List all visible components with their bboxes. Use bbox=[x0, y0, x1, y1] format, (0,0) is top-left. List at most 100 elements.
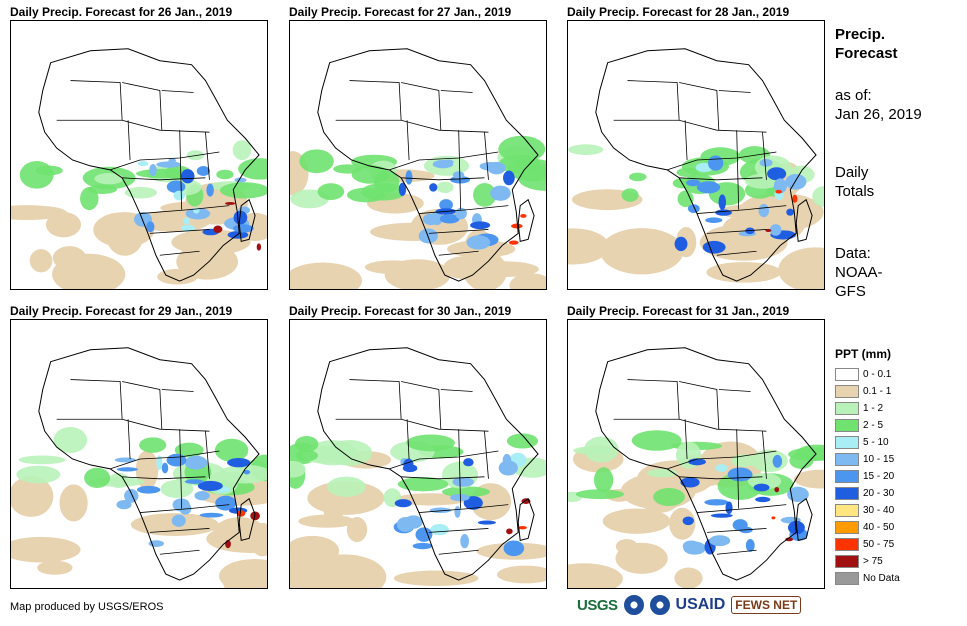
heavy-rain-patch bbox=[116, 499, 132, 510]
dry-patch bbox=[370, 222, 457, 241]
dry-patch bbox=[384, 259, 451, 289]
heavy-rain-patch bbox=[166, 180, 186, 194]
heavy-rain-patch bbox=[394, 499, 412, 508]
country-border bbox=[127, 120, 131, 160]
extreme-rain-patch bbox=[506, 528, 513, 535]
side-title-1: Precip. bbox=[835, 26, 886, 43]
precip-map bbox=[290, 48, 546, 289]
country-border bbox=[718, 90, 751, 93]
credit-text: Map produced by USGS/EROS bbox=[10, 601, 164, 613]
light-rain-patch bbox=[295, 450, 318, 462]
dry-patch bbox=[568, 228, 610, 265]
country-border bbox=[179, 429, 183, 509]
country-border bbox=[70, 80, 123, 121]
country-border bbox=[438, 250, 479, 256]
light-rain-patch bbox=[568, 144, 604, 155]
dry-patch bbox=[176, 243, 239, 280]
coastline bbox=[317, 347, 539, 581]
coastline bbox=[795, 198, 813, 242]
dry-patch bbox=[301, 554, 387, 588]
country-border bbox=[679, 381, 720, 430]
heavy-rain-patch bbox=[206, 183, 214, 197]
legend-swatch bbox=[835, 504, 859, 517]
light-rain-patch bbox=[473, 182, 497, 207]
panel-title-5: Daily Precip. Forecast for 30 Jan., 2019 bbox=[289, 304, 512, 318]
country-border bbox=[716, 250, 757, 256]
heavy-rain-patch bbox=[727, 467, 753, 482]
country-border bbox=[406, 419, 410, 459]
legend-item: No Data bbox=[835, 570, 900, 587]
legend-label: 15 - 20 bbox=[863, 471, 895, 482]
heavy-rain-patch bbox=[180, 224, 195, 232]
heavy-rain-patch bbox=[705, 217, 723, 223]
country-border bbox=[110, 151, 220, 171]
heavy-rain-patch bbox=[149, 164, 157, 177]
dry-patch bbox=[496, 565, 546, 584]
legend-swatch bbox=[835, 521, 859, 534]
asof-date: Jan 26, 2019 bbox=[835, 106, 922, 123]
data-label-3: GFS bbox=[835, 283, 866, 300]
dry-patch bbox=[793, 469, 824, 489]
heavy-rain-patch bbox=[682, 540, 700, 552]
heavy-rain-patch bbox=[463, 458, 474, 467]
light-rain-patch bbox=[299, 149, 334, 174]
country-border bbox=[127, 419, 131, 459]
coastline bbox=[517, 198, 535, 242]
heavy-rain-patch bbox=[674, 236, 688, 252]
dry-patch bbox=[674, 567, 703, 588]
heavy-rain-patch bbox=[412, 542, 433, 550]
dry-patch bbox=[776, 195, 807, 239]
legend-swatch bbox=[835, 453, 859, 466]
country-border bbox=[718, 389, 751, 392]
country-border bbox=[349, 379, 402, 420]
heavy-rain-patch bbox=[452, 477, 474, 487]
side-title-2: Forecast bbox=[835, 45, 898, 62]
light-rain-patch bbox=[216, 169, 234, 180]
extreme-rain-patch bbox=[511, 223, 523, 229]
heavy-rain-patch bbox=[767, 167, 787, 181]
extreme-rain-patch bbox=[775, 189, 783, 194]
precip-map bbox=[11, 48, 267, 289]
dry-patch bbox=[568, 563, 623, 588]
heavy-rain-patch bbox=[199, 512, 224, 518]
panel-title-2: Daily Precip. Forecast for 27 Jan., 2019 bbox=[289, 5, 512, 19]
extreme-rain-patch bbox=[225, 201, 236, 205]
dry-patch bbox=[218, 559, 267, 588]
heavy-rain-patch bbox=[166, 453, 187, 467]
light-rain-patch bbox=[653, 487, 685, 507]
coastline bbox=[795, 497, 813, 541]
light-rain-patch bbox=[80, 187, 99, 211]
heavy-rain-patch bbox=[116, 467, 139, 472]
heavy-rain-patch bbox=[753, 483, 770, 492]
country-border bbox=[179, 130, 183, 210]
map-panel-3 bbox=[567, 20, 825, 290]
country-border bbox=[484, 431, 489, 479]
heavy-rain-patch bbox=[463, 496, 483, 510]
country-border bbox=[418, 205, 509, 214]
heavy-rain-patch bbox=[136, 485, 161, 494]
country-border bbox=[56, 119, 210, 133]
legend-swatch bbox=[835, 436, 859, 449]
heavy-rain-patch bbox=[227, 457, 251, 468]
legend-swatch bbox=[835, 368, 859, 381]
legend-item: 50 - 75 bbox=[835, 536, 900, 553]
map-panel-5 bbox=[289, 319, 547, 589]
country-border bbox=[139, 504, 230, 513]
country-border bbox=[684, 120, 688, 160]
heavy-rain-patch bbox=[696, 181, 721, 194]
legend-label: 40 - 50 bbox=[863, 522, 895, 533]
heavy-rain-patch bbox=[680, 477, 700, 488]
dry-patch bbox=[394, 493, 468, 506]
light-rain-patch bbox=[174, 442, 204, 458]
country-border bbox=[161, 389, 194, 392]
precip-map bbox=[568, 347, 824, 588]
light-rain-patch bbox=[94, 172, 124, 185]
heavy-rain-patch bbox=[156, 455, 163, 470]
heavy-rain-patch bbox=[454, 506, 461, 518]
light-rain-patch bbox=[677, 190, 694, 208]
light-rain-patch bbox=[517, 164, 546, 191]
light-rain-patch bbox=[631, 430, 682, 451]
legend-label: 0.1 - 1 bbox=[863, 386, 892, 397]
light-rain-patch bbox=[812, 186, 824, 207]
light-rain-patch bbox=[290, 461, 306, 478]
